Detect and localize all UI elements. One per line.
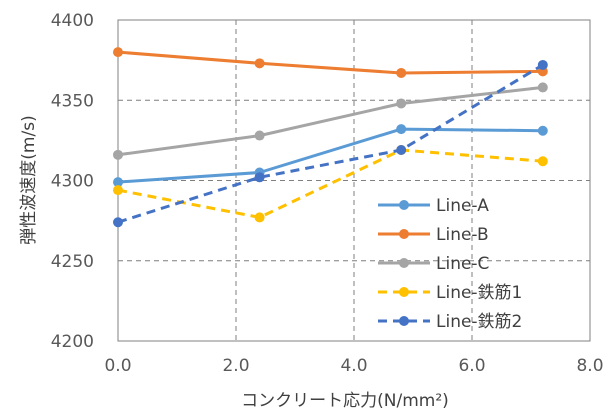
y-tick-label: 4300: [51, 172, 94, 192]
series-point: [396, 124, 407, 135]
series-line: [117, 127, 543, 184]
x-tick-label: 4.0: [340, 356, 367, 376]
series-point: [254, 172, 265, 183]
x-axis-title: コンクリート応力(N/mm²): [241, 391, 449, 411]
x-tick-label: 6.0: [458, 356, 485, 376]
legend-label: Line-鉄筋2: [436, 312, 522, 332]
x-tick-label: 2.0: [222, 356, 249, 376]
series-point: [537, 125, 548, 136]
x-tick-label: 8.0: [576, 356, 603, 376]
series-point: [254, 130, 265, 141]
y-tick-label: 4350: [51, 91, 94, 111]
series-point: [113, 217, 123, 228]
legend-label: Line-鉄筋1: [436, 283, 522, 303]
tick-labels: 4200 4250 4300 4350 4400 0.0 2.0 4.0 6.0 8.0: [51, 11, 604, 376]
series-line: [117, 63, 544, 224]
y-axis-title: 弾性波速度(m/s): [19, 115, 39, 244]
legend-label: Line-B: [436, 225, 489, 245]
legend-marker: [399, 287, 409, 297]
series-point: [113, 149, 123, 160]
series-point: [254, 58, 265, 69]
legend-marker: [399, 316, 409, 326]
series-point: [254, 212, 265, 223]
legend: Line-A Line-B Line-C Line-鉄筋1 Line-鉄筋2: [378, 196, 522, 332]
series-line: [117, 85, 543, 157]
series-point: [537, 156, 548, 167]
series-point: [113, 185, 123, 196]
series-line: [117, 50, 543, 75]
legend-marker: [399, 258, 409, 268]
y-tick-label: 4400: [51, 11, 94, 31]
series-layer: [113, 47, 548, 228]
series-point: [537, 82, 548, 93]
grid-lines: [118, 20, 590, 341]
legend-label: Line-A: [436, 196, 489, 216]
series-point: [113, 47, 123, 58]
series-point: [396, 98, 407, 109]
legend-marker: [399, 229, 409, 239]
series-point: [113, 177, 123, 188]
x-tick-label: 0.0: [104, 356, 131, 376]
legend-marker: [399, 200, 409, 210]
series-point: [396, 145, 407, 156]
y-tick-label: 4200: [51, 332, 94, 352]
series-point: [537, 59, 548, 70]
y-tick-label: 4250: [51, 252, 94, 272]
series-point: [396, 67, 407, 78]
legend-label: Line-C: [436, 254, 489, 274]
